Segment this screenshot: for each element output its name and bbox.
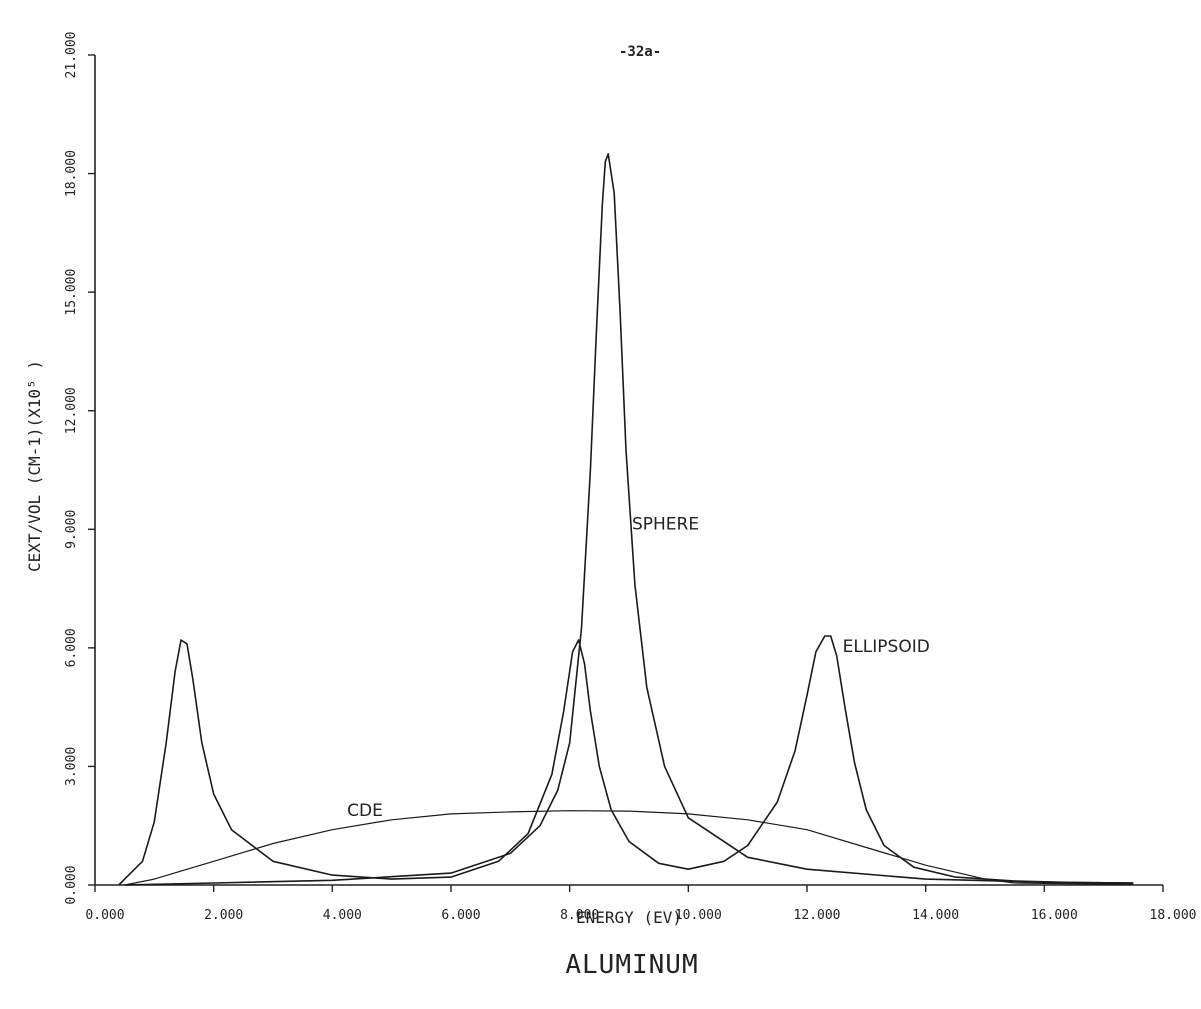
y-axis-title: CEXT/VOL (CM-1)(X10⁵ ): [25, 360, 44, 572]
y-tick-label: 9.000: [64, 510, 79, 549]
chart-title: ALUMINUM: [565, 950, 698, 980]
plot-axes: [95, 55, 1163, 885]
y-tick-label: 18.000: [64, 150, 79, 197]
x-tick-label: 4.000: [323, 908, 362, 923]
series-layer: [119, 154, 1134, 885]
y-tick-label: 21.000: [64, 32, 79, 79]
x-tick-label: 14.000: [912, 908, 959, 923]
series-line-cde: [125, 811, 1134, 885]
x-tick-label: 18.000: [1150, 908, 1197, 923]
y-tick-label: 3.000: [64, 747, 79, 786]
curve-label-cde: CDE: [347, 801, 383, 821]
y-tick-label: 12.000: [64, 387, 79, 434]
x-tick-label: 16.000: [1031, 908, 1078, 923]
curve-label-ellipsoid: ELLIPSOID: [843, 637, 930, 657]
y-tick-label: 6.000: [64, 628, 79, 667]
x-tick-label: 6.000: [441, 908, 480, 923]
x-axis-title: ENERGY (EV): [576, 908, 682, 927]
y-axis-ticks: 0.000 3.000 6.000 9.000 12.000 15.000 18.000 21…: [64, 32, 95, 905]
x-tick-label: 0.000: [85, 908, 124, 923]
series-line-sphere: [125, 154, 1134, 885]
series-line-ellipsoid: [119, 636, 1134, 885]
x-tick-label: 2.000: [204, 908, 243, 923]
curve-labels: SPHERE ELLIPSOID CDE: [347, 514, 930, 821]
curve-label-sphere: SPHERE: [632, 514, 699, 534]
y-tick-label: 15.000: [64, 269, 79, 316]
y-tick-label: 0.000: [64, 865, 79, 904]
x-tick-label: 12.000: [794, 908, 841, 923]
